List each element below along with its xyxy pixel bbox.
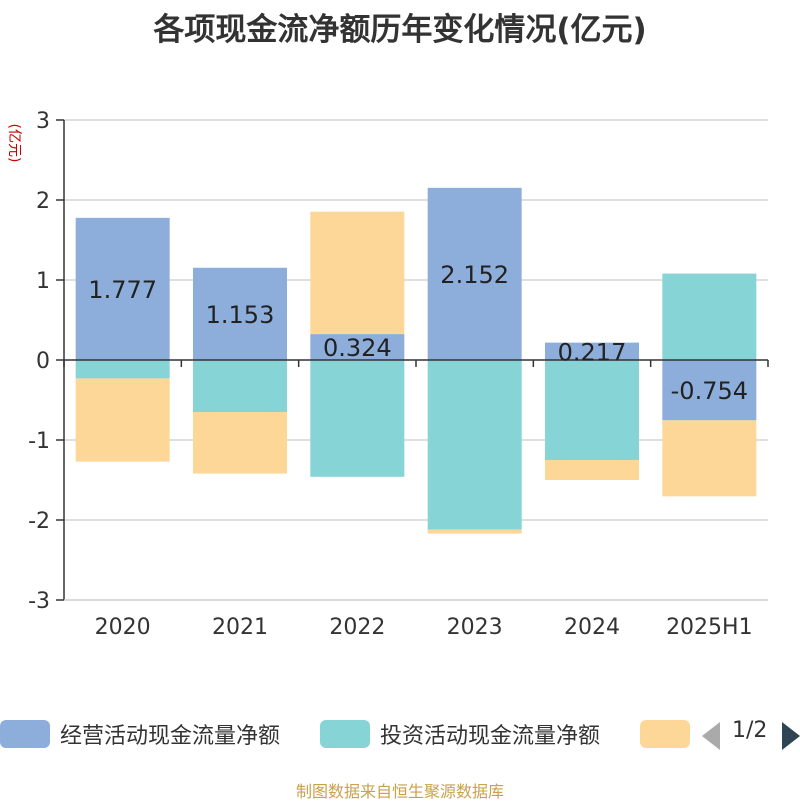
bar-segment <box>662 360 757 421</box>
y-tick-label: 1 <box>36 269 50 294</box>
y-tick-label: -2 <box>28 509 50 534</box>
bar-segment <box>427 187 522 360</box>
bar-segment <box>310 211 405 335</box>
bar-segment <box>193 360 287 412</box>
label-layer: 1.777 1.153 0.324 2.152 0.217 -0.754 <box>88 261 748 405</box>
bar-segment <box>662 420 757 497</box>
pager-page-indicator: 1/2 <box>732 718 768 743</box>
x-tick-label: 2020 <box>95 615 151 640</box>
y-tick-label: 3 <box>36 109 50 134</box>
pager-next-icon[interactable] <box>782 722 800 750</box>
chart-title: 各项现金流净额历年变化情况(亿元) <box>153 12 647 48</box>
bar-segment <box>427 529 522 534</box>
legend-pager: 1/2 <box>700 716 800 756</box>
source-note: 制图数据来自恒生聚源数据库 <box>295 782 504 801</box>
data-label: 1.153 <box>206 301 275 329</box>
bar-segment <box>193 412 287 474</box>
x-tick-label: 2023 <box>447 615 503 640</box>
bar-segment <box>310 334 405 360</box>
legend: 经营活动现金流量净额 投资活动现金流量净额 <box>0 716 800 756</box>
x-tick-label: 2025H1 <box>666 615 753 640</box>
legend-label-investing: 投资活动现金流量净额 <box>380 724 601 749</box>
legend-item-financing[interactable] <box>640 716 690 756</box>
bar-segment <box>545 360 639 460</box>
x-tick-label: 2021 <box>212 615 268 640</box>
data-label: 1.777 <box>88 276 157 304</box>
bar-segment <box>545 460 639 480</box>
data-label: 0.217 <box>558 338 627 366</box>
y-axis-label: (亿元) <box>6 124 22 163</box>
bar-segment <box>310 360 405 477</box>
bar-layer <box>75 187 757 534</box>
bar-segment <box>427 360 522 530</box>
bar-segment <box>75 360 170 379</box>
y-tick-label: 0 <box>36 349 50 374</box>
y-tick-label: -3 <box>28 589 50 614</box>
bar-segment <box>75 217 170 360</box>
legend-swatch-operating <box>0 720 50 748</box>
pager-prev-icon[interactable] <box>702 722 720 750</box>
legend-label-operating: 经营活动现金流量净额 <box>60 724 281 749</box>
x-tick-label: 2022 <box>329 615 385 640</box>
y-tick-label: 2 <box>36 189 50 214</box>
axis-layer: -3 -2 -1 0 1 2 3 (亿元) 2020 2021 2022 2023 2024 2025H1 <box>6 109 769 640</box>
bar-segment <box>545 342 639 360</box>
data-label: 2.152 <box>440 261 509 289</box>
data-label: -0.754 <box>671 377 748 405</box>
x-tick-label: 2024 <box>564 615 620 640</box>
legend-item-investing[interactable]: 投资活动现金流量净额 <box>320 716 630 756</box>
bar-segment <box>662 273 757 360</box>
bar-segment <box>193 267 287 360</box>
y-tick-label: -1 <box>28 429 50 454</box>
data-label: 0.324 <box>323 334 392 362</box>
bar-segment <box>75 378 170 462</box>
legend-swatch-investing <box>320 720 370 748</box>
legend-swatch-financing <box>640 720 690 748</box>
legend-item-operating[interactable]: 经营活动现金流量净额 <box>0 716 310 756</box>
